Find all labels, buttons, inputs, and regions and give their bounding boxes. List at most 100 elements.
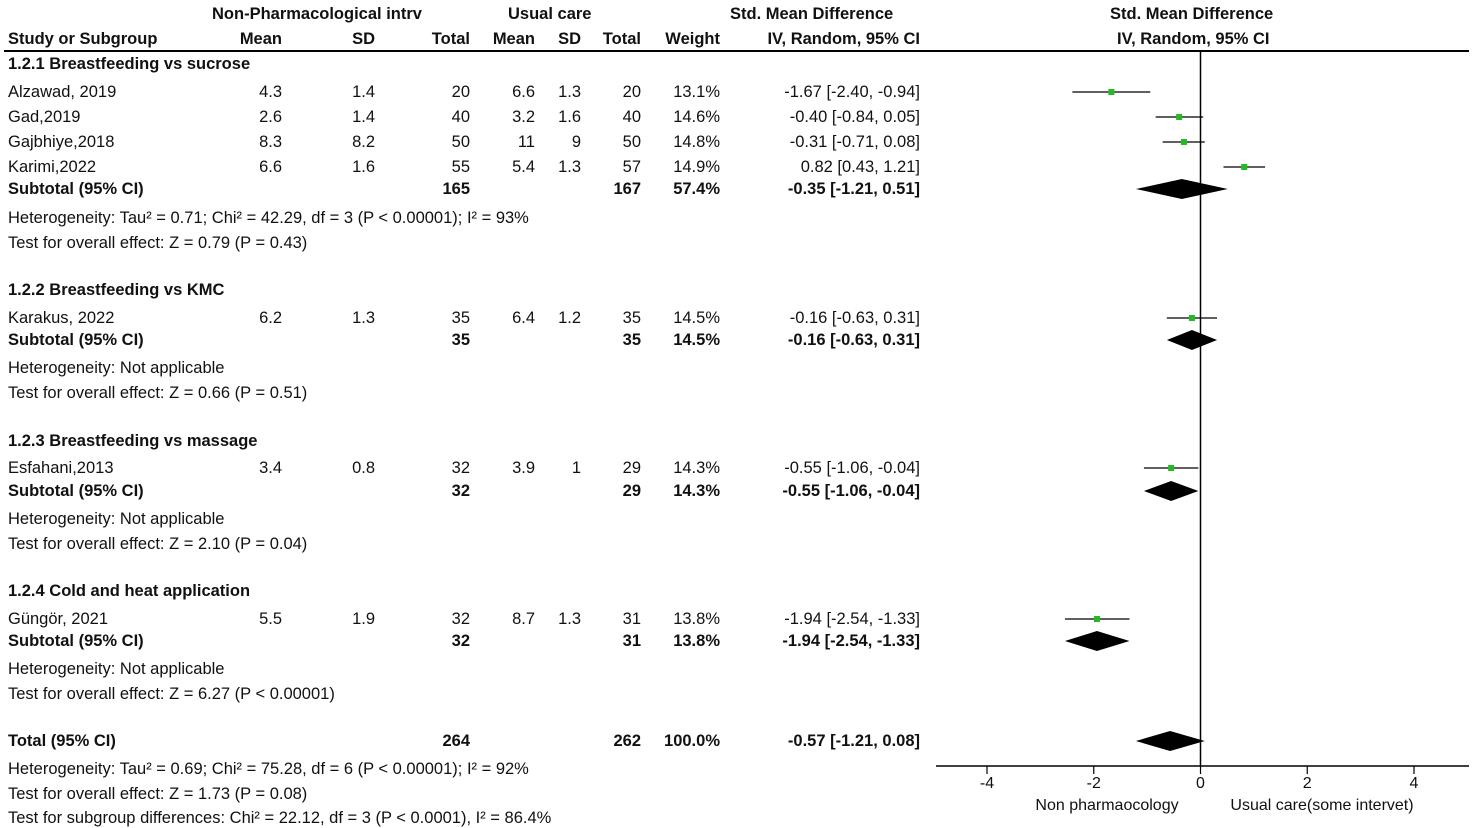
method-header: IV, Random, 95% CI — [767, 30, 920, 48]
study-n2: 40 — [622, 108, 641, 126]
subgroup-title: 1.2.4 Cold and heat application — [8, 582, 251, 600]
study-estimate-square — [1168, 465, 1175, 471]
total1-header: Total — [431, 30, 470, 48]
subgroup-differences-text: Test for subgroup differences: Chi² = 22… — [8, 809, 552, 827]
subtotal-n2: 35 — [622, 331, 641, 349]
study-name: Güngör, 2021 — [8, 610, 108, 628]
subtotal-n1: 32 — [451, 632, 470, 650]
study-col-header: Study or Subgroup — [8, 30, 158, 48]
sd1-header: SD — [352, 30, 375, 48]
smd-plot-header: Std. Mean Difference — [1110, 5, 1274, 23]
study-m1: 4.3 — [259, 83, 282, 101]
subtotal-ci: -1.94 [-2.54, -1.33] — [782, 632, 920, 650]
study-weight: 14.5% — [673, 309, 720, 327]
study-n2: 31 — [622, 610, 641, 628]
study-ci: -0.40 [-0.84, 0.05] — [789, 108, 920, 126]
study-weight: 14.6% — [673, 108, 720, 126]
x-tick-label: 4 — [1410, 775, 1419, 792]
study-m2: 6.6 — [512, 83, 535, 101]
heterogeneity-text: Heterogeneity: Not applicable — [8, 660, 225, 678]
study-sd1: 1.4 — [352, 108, 375, 126]
total-n1: 264 — [442, 732, 470, 750]
header-rule — [4, 50, 1469, 52]
study-n1: 55 — [451, 158, 470, 176]
study-m2: 11 — [517, 133, 535, 151]
study-sd1: 1.4 — [352, 83, 375, 101]
study-weight: 14.9% — [673, 158, 720, 176]
x-tick-label: 0 — [1196, 775, 1205, 792]
study-n1: 32 — [451, 610, 470, 628]
pooled-diamond — [1064, 631, 1130, 651]
study-sd1: 8.2 — [352, 133, 375, 151]
study-sd2: 1.3 — [558, 158, 581, 176]
study-estimate-square — [1093, 616, 1100, 622]
subtotal-weight: 14.5% — [673, 331, 720, 349]
heterogeneity-text: Heterogeneity: Not applicable — [8, 359, 225, 377]
study-name: Alzawad, 2019 — [8, 83, 117, 101]
study-m1: 5.5 — [259, 610, 282, 628]
study-ci: -0.31 [-0.71, 0.08] — [789, 133, 920, 151]
total2-header: Total — [602, 30, 641, 48]
study-name: Gad,2019 — [8, 108, 81, 126]
mean1-header: Mean — [239, 30, 282, 48]
study-m1: 6.6 — [259, 158, 282, 176]
heterogeneity-text: Heterogeneity: Not applicable — [8, 510, 225, 528]
study-name: Gajbhiye,2018 — [8, 133, 115, 151]
study-name: Karimi,2022 — [8, 158, 97, 176]
study-n2: 29 — [622, 459, 641, 477]
study-sd1: 1.9 — [352, 610, 375, 628]
total-n2: 262 — [613, 732, 641, 750]
study-m1: 2.6 — [259, 108, 282, 126]
pooled-diamond — [1166, 330, 1218, 350]
study-sd2: 1.3 — [558, 610, 581, 628]
study-sd1: 0.8 — [352, 459, 375, 477]
group1-header: Non-Pharmacological intrv — [212, 5, 422, 23]
study-m2: 5.4 — [512, 158, 535, 176]
method-plot-header: IV, Random, 95% CI — [1117, 30, 1270, 48]
subtotal-label: Subtotal (95% CI) — [8, 482, 144, 500]
study-m2: 6.4 — [512, 309, 535, 327]
study-n2: 57 — [622, 158, 641, 176]
subtotal-weight: 14.3% — [673, 482, 720, 500]
study-sd2: 1 — [571, 459, 581, 477]
total-heterogeneity-text: Heterogeneity: Tau² = 0.69; Chi² = 75.28… — [8, 760, 529, 778]
subtotal-weight: 57.4% — [673, 180, 720, 198]
study-sd1: 1.6 — [352, 158, 375, 176]
subgroup-title: 1.2.2 Breastfeeding vs KMC — [8, 281, 225, 299]
study-ci: -1.67 [-2.40, -0.94] — [784, 83, 920, 101]
study-estimate-square — [1241, 164, 1248, 170]
study-weight: 13.8% — [673, 610, 720, 628]
subgroup-title: 1.2.3 Breastfeeding vs massage — [8, 432, 258, 450]
study-name: Karakus, 2022 — [8, 309, 115, 327]
study-weight: 14.8% — [673, 133, 720, 151]
subtotal-weight: 13.8% — [673, 632, 720, 650]
study-sd2: 1.2 — [558, 309, 581, 327]
group2-header: Usual care — [508, 5, 592, 23]
study-ci: -0.55 [-1.06, -0.04] — [784, 459, 920, 477]
study-sd1: 1.3 — [352, 309, 375, 327]
study-n1: 32 — [451, 459, 470, 477]
study-name: Esfahani,2013 — [8, 459, 114, 477]
study-m2: 3.2 — [512, 108, 535, 126]
overall-effect-text: Test for overall effect: Z = 0.66 (P = 0… — [8, 384, 308, 402]
study-ci: 0.82 [0.43, 1.21] — [800, 158, 920, 176]
study-sd2: 9 — [571, 133, 581, 151]
study-sd2: 1.3 — [558, 83, 581, 101]
mean2-header: Mean — [492, 30, 535, 48]
subtotal-n1: 165 — [442, 180, 470, 198]
study-n1: 40 — [451, 108, 470, 126]
study-ci: -0.16 [-0.63, 0.31] — [789, 309, 920, 327]
study-n2: 50 — [622, 133, 641, 151]
smd-header: Std. Mean Difference — [730, 5, 894, 23]
subtotal-label: Subtotal (95% CI) — [8, 632, 144, 650]
study-m2: 3.9 — [512, 459, 535, 477]
study-weight: 14.3% — [673, 459, 720, 477]
subtotal-n1: 32 — [451, 482, 470, 500]
study-n2: 20 — [622, 83, 641, 101]
study-m1: 6.2 — [259, 309, 282, 327]
study-weight: 13.1% — [673, 83, 720, 101]
study-ci: -1.94 [-2.54, -1.33] — [784, 610, 920, 628]
study-n1: 35 — [451, 309, 470, 327]
study-estimate-square — [1188, 315, 1195, 321]
